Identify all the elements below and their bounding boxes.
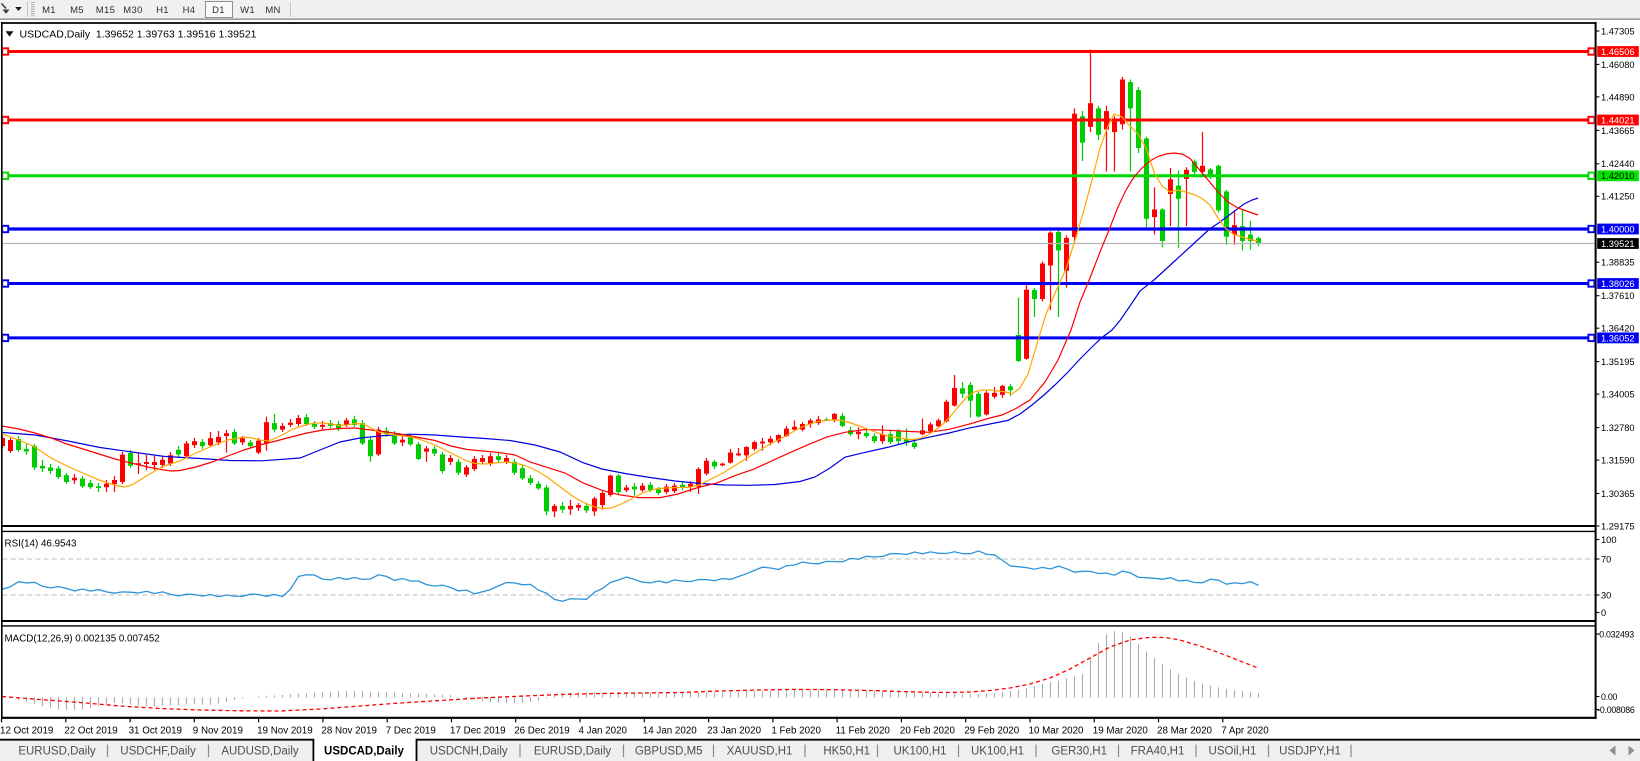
svg-text:7 Apr 2020: 7 Apr 2020 [1221, 726, 1269, 737]
svg-text:1 Feb 2020: 1 Feb 2020 [771, 726, 821, 737]
svg-text:1.39521: 1.39521 [1601, 239, 1635, 249]
svg-text:9 Nov 2019: 9 Nov 2019 [193, 726, 243, 737]
svg-text:1.38835: 1.38835 [1601, 258, 1635, 268]
svg-text:1.36420: 1.36420 [1601, 324, 1635, 334]
svg-text:1.41250: 1.41250 [1601, 192, 1635, 202]
svg-text:AUDUSD,Daily: AUDUSD,Daily [221, 746, 299, 758]
svg-text:23 Jan 2020: 23 Jan 2020 [707, 726, 761, 737]
svg-text:M5: M5 [70, 5, 84, 16]
svg-text:UK100,H1: UK100,H1 [893, 746, 946, 758]
svg-text:GBPUSD,M5: GBPUSD,M5 [635, 746, 703, 758]
svg-text:1.36052: 1.36052 [1601, 333, 1635, 343]
svg-text:29 Feb 2020: 29 Feb 2020 [964, 726, 1020, 737]
svg-text:FRA40,H1: FRA40,H1 [1131, 746, 1185, 758]
svg-text:EURUSD,Daily: EURUSD,Daily [534, 746, 612, 758]
svg-text:7 Dec 2019: 7 Dec 2019 [386, 726, 436, 737]
svg-text:1.40000: 1.40000 [1601, 224, 1635, 234]
svg-text:1.46080: 1.46080 [1601, 60, 1635, 70]
svg-text:M1: M1 [42, 5, 56, 16]
svg-text:0.032493: 0.032493 [1599, 629, 1634, 639]
svg-text:M15: M15 [96, 5, 115, 16]
svg-text:4 Jan 2020: 4 Jan 2020 [579, 726, 628, 737]
svg-text:-0.008086: -0.008086 [1597, 705, 1635, 715]
svg-text:1.35195: 1.35195 [1601, 357, 1635, 367]
svg-text:17 Dec 2019: 17 Dec 2019 [450, 726, 506, 737]
svg-text:19 Mar 2020: 19 Mar 2020 [1093, 726, 1149, 737]
svg-text:20 Feb 2020: 20 Feb 2020 [900, 726, 956, 737]
svg-text:1.30365: 1.30365 [1601, 489, 1635, 499]
svg-text:1.42440: 1.42440 [1601, 159, 1635, 169]
svg-text:1.32780: 1.32780 [1601, 423, 1635, 433]
svg-text:EURUSD,Daily: EURUSD,Daily [18, 746, 96, 758]
svg-text:1.29175: 1.29175 [1601, 521, 1635, 531]
svg-text:1.31590: 1.31590 [1601, 456, 1635, 466]
svg-text:0.00: 0.00 [1601, 692, 1617, 702]
svg-text:12 Oct 2019: 12 Oct 2019 [0, 726, 53, 737]
svg-text:1.46506: 1.46506 [1601, 47, 1635, 57]
svg-text:W1: W1 [240, 5, 255, 16]
svg-text:USOil,H1: USOil,H1 [1209, 746, 1257, 758]
svg-text:1.43665: 1.43665 [1601, 126, 1635, 136]
svg-text:10 Mar 2020: 10 Mar 2020 [1029, 726, 1085, 737]
svg-text:1.37610: 1.37610 [1601, 291, 1635, 301]
svg-text:30: 30 [1601, 590, 1611, 600]
svg-text:26 Dec 2019: 26 Dec 2019 [514, 726, 570, 737]
svg-text:28 Nov 2019: 28 Nov 2019 [321, 726, 377, 737]
svg-text:USDCAD,Daily 1.39652 1.39763: USDCAD,Daily 1.39652 1.39763 1.39516 1.3… [20, 29, 257, 41]
svg-text:USDJPY,H1: USDJPY,H1 [1279, 746, 1341, 758]
svg-text:0: 0 [1601, 608, 1606, 618]
svg-text:D1: D1 [212, 5, 225, 16]
svg-text:MN: MN [265, 5, 280, 16]
svg-text:28 Mar 2020: 28 Mar 2020 [1157, 726, 1213, 737]
svg-text:70: 70 [1601, 554, 1611, 564]
svg-text:XAUUSD,H1: XAUUSD,H1 [727, 746, 793, 758]
svg-text:USDCHF,Daily: USDCHF,Daily [120, 746, 196, 758]
svg-text:USDCAD,Daily: USDCAD,Daily [324, 746, 404, 758]
svg-text:14 Jan 2020: 14 Jan 2020 [643, 726, 697, 737]
svg-text:GER30,H1: GER30,H1 [1051, 746, 1107, 758]
svg-text:31 Oct 2019: 31 Oct 2019 [129, 726, 182, 737]
svg-text:1.44021: 1.44021 [1601, 115, 1635, 125]
svg-text:MACD(12,26,9) 0.002135 0.00745: MACD(12,26,9) 0.002135 0.007452 [5, 634, 160, 645]
svg-text:1.42010: 1.42010 [1601, 171, 1635, 181]
svg-text:UK100,H1: UK100,H1 [971, 746, 1024, 758]
svg-text:1.38026: 1.38026 [1601, 279, 1635, 289]
svg-text:11 Feb 2020: 11 Feb 2020 [836, 726, 891, 737]
svg-text:100: 100 [1601, 535, 1617, 545]
svg-text:HK50,H1: HK50,H1 [823, 746, 870, 758]
svg-text:H1: H1 [156, 5, 169, 16]
svg-text:22 Oct 2019: 22 Oct 2019 [64, 726, 117, 737]
svg-text:RSI(14) 46.9543: RSI(14) 46.9543 [5, 539, 77, 550]
svg-text:1.44890: 1.44890 [1601, 92, 1635, 102]
svg-text:M30: M30 [123, 5, 142, 16]
svg-text:USDCNH,Daily: USDCNH,Daily [430, 746, 508, 758]
svg-text:H4: H4 [183, 5, 196, 16]
svg-text:19 Nov 2019: 19 Nov 2019 [257, 726, 313, 737]
svg-text:1.47305: 1.47305 [1601, 26, 1635, 36]
svg-text:1.34005: 1.34005 [1601, 390, 1635, 400]
